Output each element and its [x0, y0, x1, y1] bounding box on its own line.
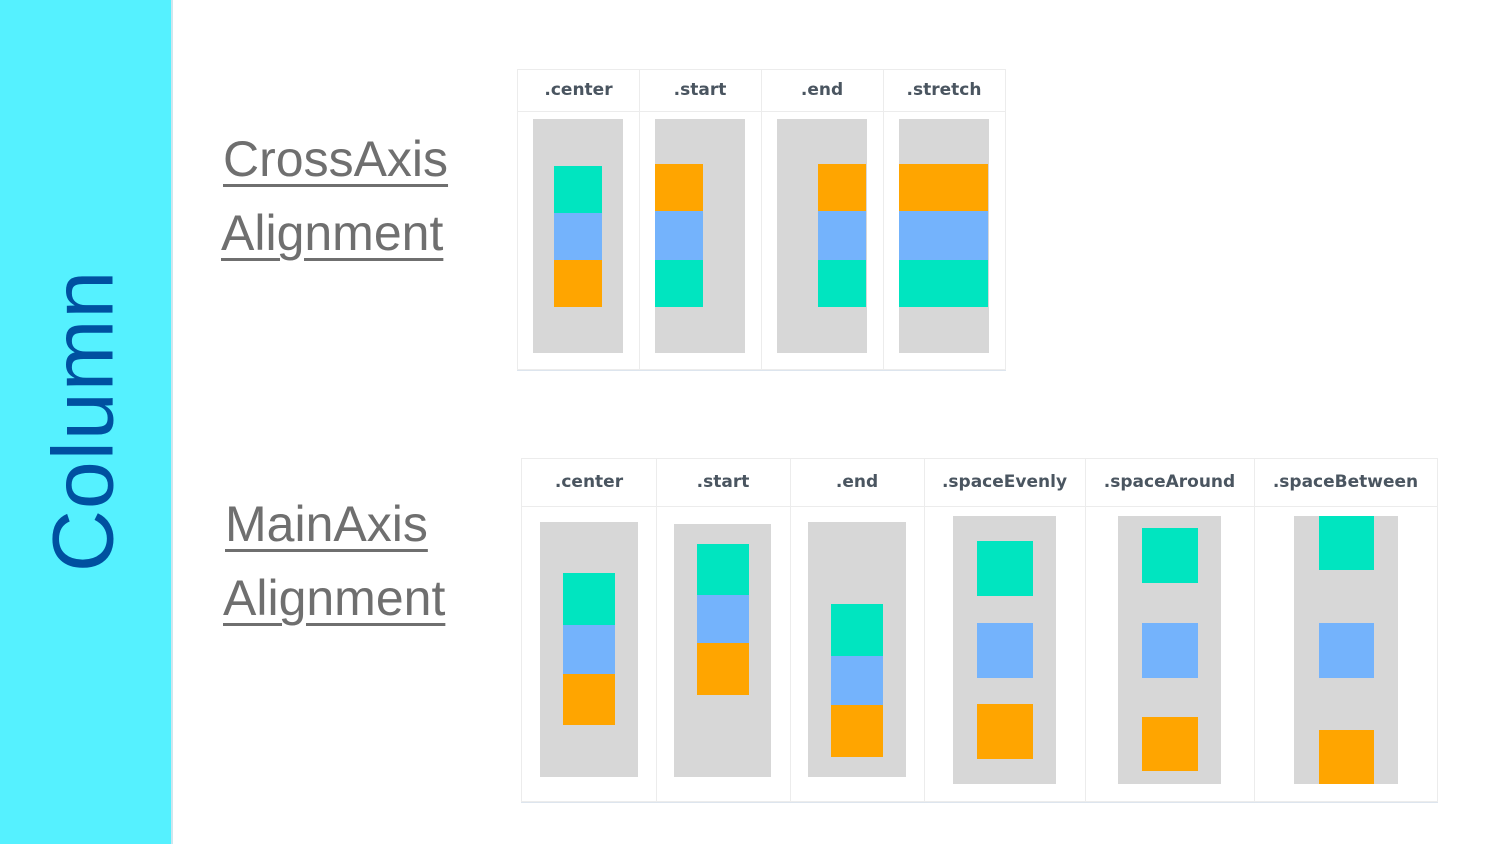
- main-axis-table: .center .start .end .spaceEvenly .spaceAroun…: [521, 458, 1438, 802]
- main-axis-column: .spaceBetween: [1254, 459, 1438, 801]
- child-box-teal: [1319, 516, 1374, 570]
- column-title: Column: [35, 269, 132, 573]
- child-box-blue: [818, 211, 866, 260]
- child-box-blue: [655, 211, 703, 260]
- main-axis-column: .start: [656, 459, 791, 801]
- child-box-teal: [977, 541, 1033, 596]
- child-box-orange: [697, 643, 749, 695]
- child-box-orange: [899, 164, 988, 211]
- cross-axis-heading-line2: Alignment: [221, 205, 444, 261]
- main-axis-column: .center: [522, 459, 657, 801]
- child-box-blue: [554, 213, 602, 260]
- child-box-teal: [554, 166, 602, 213]
- column-header: .center: [518, 70, 639, 112]
- child-box-teal: [831, 604, 883, 656]
- child-box-teal: [899, 260, 988, 307]
- child-box-blue: [1142, 623, 1198, 678]
- column-header: .center: [522, 459, 656, 507]
- child-box-teal: [697, 544, 749, 595]
- child-box-orange: [1319, 730, 1374, 784]
- column-header: .start: [639, 70, 761, 112]
- main-axis-heading-line2: Alignment: [223, 570, 446, 626]
- child-box-orange: [977, 704, 1033, 759]
- child-box-orange: [563, 674, 615, 725]
- main-axis-column: .end: [790, 459, 925, 801]
- child-box-teal: [818, 260, 866, 307]
- column-header: .end: [790, 459, 924, 507]
- main-axis-column: .spaceEvenly: [924, 459, 1086, 801]
- child-box-blue: [563, 625, 615, 674]
- child-box-teal: [1142, 528, 1198, 583]
- child-box-orange: [655, 164, 703, 211]
- column-header: .end: [761, 70, 883, 112]
- cross-axis-column: .start: [639, 70, 762, 369]
- column-header: .spaceEvenly: [924, 459, 1085, 507]
- main-axis-column: .spaceAround: [1085, 459, 1255, 801]
- cross-axis-column: .center: [518, 70, 640, 369]
- child-box-blue: [831, 656, 883, 705]
- child-box-blue: [697, 595, 749, 643]
- cross-axis-column: .stretch: [883, 70, 1006, 369]
- child-box-blue: [899, 211, 988, 260]
- column-header: .start: [656, 459, 790, 507]
- child-box-orange: [1142, 717, 1198, 771]
- column-header: .stretch: [883, 70, 1005, 112]
- child-box-blue: [977, 623, 1033, 678]
- cross-axis-column: .end: [761, 70, 884, 369]
- child-box-orange: [818, 164, 866, 211]
- child-box-teal: [563, 573, 615, 625]
- cross-axis-table: .center .start .end .stretch: [517, 69, 1006, 370]
- child-box-blue: [1319, 623, 1374, 678]
- column-header: .spaceBetween: [1254, 459, 1437, 507]
- child-box-orange: [554, 260, 602, 307]
- main-axis-heading-line1: MainAxis: [225, 496, 428, 552]
- sidebar: Column: [0, 0, 173, 844]
- child-box-teal: [655, 260, 703, 307]
- column-header: .spaceAround: [1085, 459, 1254, 507]
- child-box-orange: [831, 705, 883, 757]
- cross-axis-heading-line1: CrossAxis: [223, 131, 449, 187]
